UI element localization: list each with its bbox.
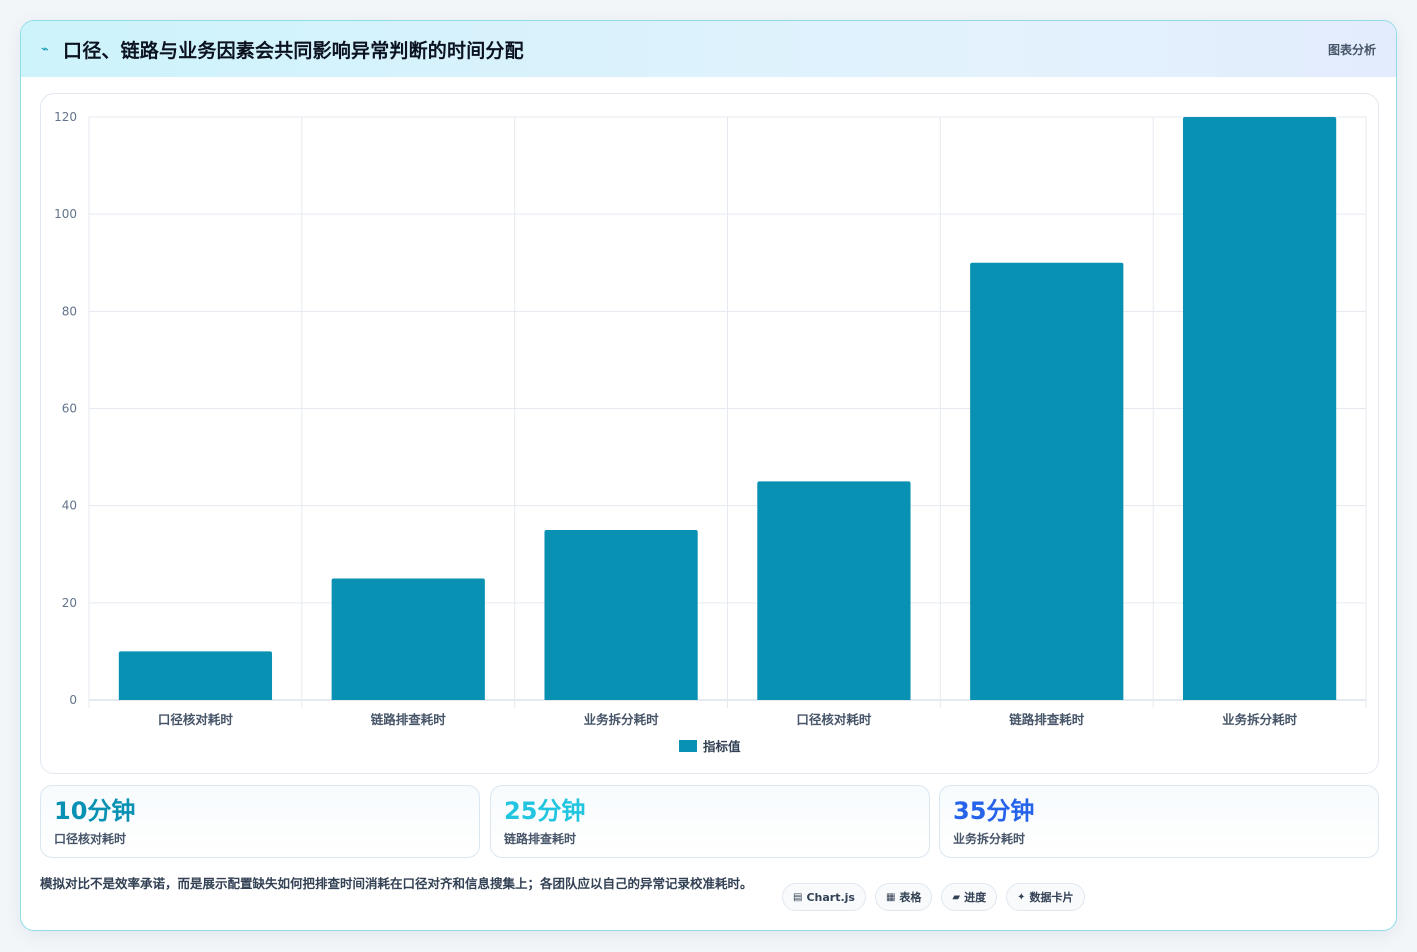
stat-label: 口径核对耗时 bbox=[54, 832, 127, 846]
y-tick-label: 20 bbox=[62, 596, 77, 610]
chart-icon: ▤ bbox=[793, 891, 803, 903]
chart-panel: 0 20 40 60 80 100 120 口径核对耗时 链路排查耗时 业务拆分耗时 口径核对耗时 链… bbox=[40, 93, 1379, 774]
table-icon: ▦ bbox=[885, 891, 896, 903]
y-tick-label: 80 bbox=[62, 304, 77, 318]
tag-list: ▤ Chart.js ▦ 表格 ▰ 进度 ✦ 数据卡片 bbox=[782, 883, 1085, 911]
stat-value: 35分钟 bbox=[953, 797, 1035, 825]
legend-swatch bbox=[679, 740, 697, 752]
x-tick-label: 业务拆分耗时 bbox=[584, 712, 660, 727]
y-tick-label: 0 bbox=[69, 693, 77, 707]
stat-value: 10分钟 bbox=[54, 797, 136, 825]
x-tick-label: 口径核对耗时 bbox=[158, 712, 234, 727]
legend-label: 指标值 bbox=[703, 739, 741, 754]
tag-table[interactable]: ▦ 表格 bbox=[874, 883, 933, 911]
bar bbox=[970, 262, 1124, 700]
page-title: 口径、链路与业务因素会共同影响异常判断的时间分配 bbox=[63, 39, 524, 62]
bar bbox=[544, 529, 698, 700]
progress-icon: ▰ bbox=[952, 891, 961, 903]
bar bbox=[331, 578, 485, 700]
tag-label: 数据卡片 bbox=[1029, 891, 1074, 904]
tag-data-card[interactable]: ✦ 数据卡片 bbox=[1006, 883, 1085, 911]
bar bbox=[118, 651, 273, 700]
stat-card: 35分钟 业务拆分耗时 bbox=[939, 785, 1379, 858]
chart-card: ⌁ 口径、链路与业务因素会共同影响异常判断的时间分配 图表分析 0 20 40 60 8… bbox=[20, 20, 1397, 931]
sparkline-icon: ⌁ bbox=[41, 41, 49, 57]
tag-label: 表格 bbox=[899, 891, 922, 904]
stat-label: 业务拆分耗时 bbox=[953, 832, 1026, 846]
tag-progress[interactable]: ▰ 进度 bbox=[941, 883, 998, 911]
sparkle-icon: ✦ bbox=[1017, 891, 1026, 903]
y-tick-label: 120 bbox=[54, 110, 77, 124]
x-tick-label: 口径核对耗时 bbox=[796, 712, 872, 727]
bar-chart: 0 20 40 60 80 100 120 口径核对耗时 链路排查耗时 业务拆分耗时 口径核对耗时 链… bbox=[54, 110, 1367, 754]
tag-label: 进度 bbox=[964, 891, 987, 904]
tag-label: Chart.js bbox=[806, 890, 855, 904]
y-tick-label: 40 bbox=[62, 499, 77, 513]
chart-analysis-label: 图表分析 bbox=[1327, 42, 1376, 57]
footer-note: 模拟对比不是效率承诺，而是展示配置缺失如何把排查时间消耗在口径对齐和信息搜集上；… bbox=[40, 876, 753, 891]
bar bbox=[1182, 117, 1337, 700]
bar bbox=[757, 481, 911, 700]
stat-card: 25分钟 链路排查耗时 bbox=[490, 785, 930, 858]
card-header: ⌁ 口径、链路与业务因素会共同影响异常判断的时间分配 图表分析 bbox=[21, 21, 1396, 77]
y-tick-label: 60 bbox=[62, 402, 77, 416]
stat-value: 25分钟 bbox=[504, 797, 586, 825]
stat-card: 10分钟 口径核对耗时 bbox=[40, 785, 480, 858]
x-tick-label: 链路排查耗时 bbox=[1009, 712, 1085, 727]
x-tick-label: 链路排查耗时 bbox=[371, 712, 447, 727]
y-tick-label: 100 bbox=[54, 207, 77, 221]
stat-label: 链路排查耗时 bbox=[504, 832, 577, 846]
tag-chartjs[interactable]: ▤ Chart.js bbox=[782, 883, 866, 911]
stat-cards: 10分钟 口径核对耗时 25分钟 链路排查耗时 35分钟 业务拆分耗时 bbox=[40, 785, 1379, 858]
x-tick-label: 业务拆分耗时 bbox=[1222, 712, 1298, 727]
